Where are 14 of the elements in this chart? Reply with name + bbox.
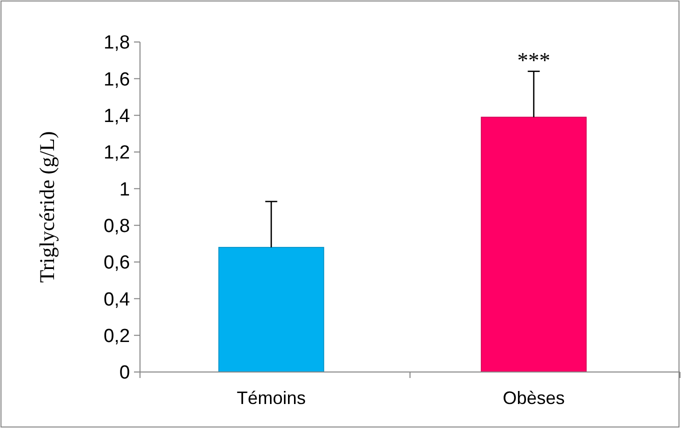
- y-tick-label: 0: [119, 362, 130, 384]
- y-tick-label: 0,8: [104, 216, 130, 237]
- y-tick-label: 0,4: [104, 289, 130, 310]
- y-tick-label: 1: [119, 179, 130, 200]
- x-tick-label: Témoins: [236, 388, 306, 408]
- y-tick-label: 1,6: [104, 69, 130, 90]
- y-tick-label: 0,6: [104, 252, 130, 274]
- y-tick-label: 1,2: [104, 142, 130, 164]
- y-axis-title: Triglycéride (g/L): [35, 131, 59, 283]
- y-tick-label: 1,8: [104, 32, 130, 54]
- y-tick-label: 1,4: [104, 106, 130, 127]
- annotation: ***: [517, 47, 550, 72]
- x-tick-label: Obèses: [502, 388, 565, 408]
- y-tick-label: 0,2: [104, 326, 130, 347]
